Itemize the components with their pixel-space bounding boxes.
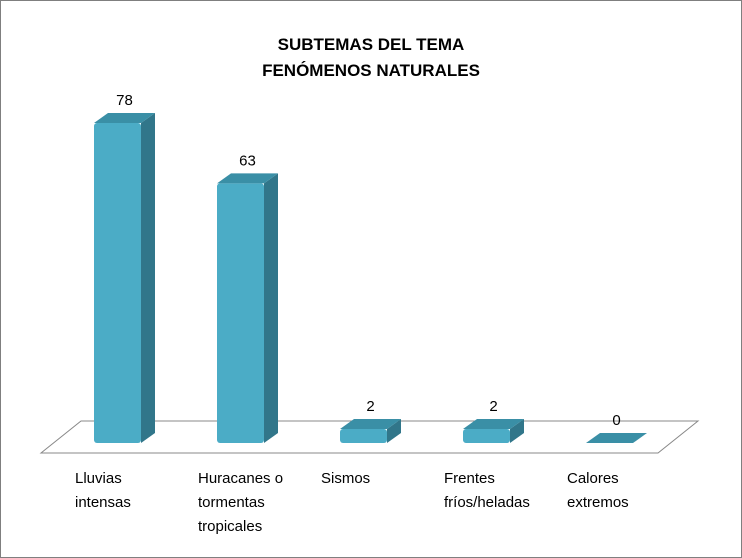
value-label: 2: [489, 398, 497, 415]
category-label: extremos: [567, 494, 629, 511]
bar-front: [463, 428, 510, 443]
value-label: 0: [612, 412, 620, 429]
value-label: 2: [366, 398, 374, 415]
category-label: intensas: [75, 494, 131, 511]
bar-side: [387, 418, 401, 443]
bar-front: [217, 183, 264, 443]
chart-title-line-1: SUBTEMAS DEL TEMA: [278, 35, 465, 54]
category-label: Huracanes o: [198, 470, 283, 487]
bar-top: [586, 433, 647, 443]
value-label: 78: [116, 92, 133, 109]
category-label: Lluvias: [75, 470, 122, 487]
bar-top: [94, 113, 155, 123]
category-label: fríos/heladas: [444, 494, 530, 511]
value-label: 63: [239, 152, 256, 169]
category-label: tormentas: [198, 494, 265, 511]
chart-title-line-2: FENÓMENOS NATURALES: [262, 61, 480, 80]
bar-top: [463, 418, 524, 429]
category-label: Sismos: [321, 470, 370, 487]
bar-side: [510, 418, 524, 443]
category-label: Calores: [567, 470, 619, 487]
bar-side: [264, 173, 278, 443]
bar-front: [94, 123, 141, 443]
category-label: tropicales: [198, 518, 262, 535]
bar-top: [217, 173, 278, 184]
bar-top: [340, 418, 401, 429]
category-label: Frentes: [444, 470, 495, 487]
bar-front: [340, 428, 387, 443]
bar-side: [141, 113, 155, 443]
